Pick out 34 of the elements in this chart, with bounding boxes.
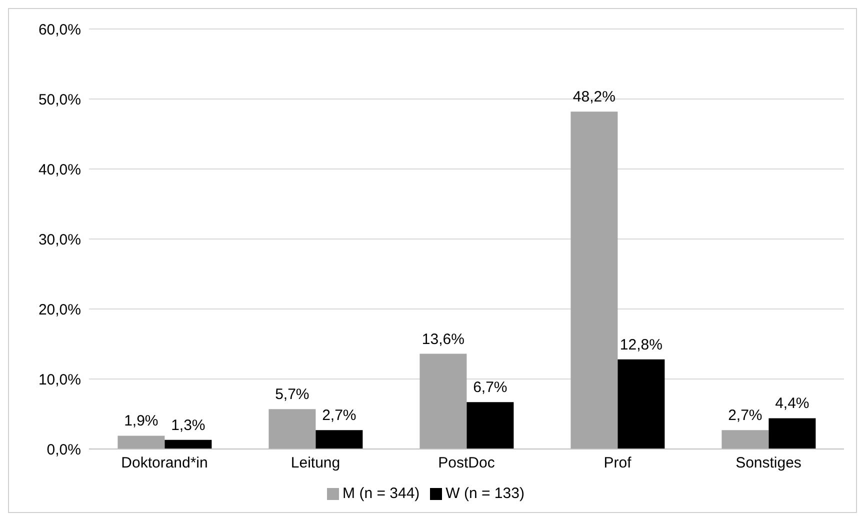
bar (268, 409, 316, 449)
bar (420, 354, 467, 449)
y-tick-label: 20,0% (38, 301, 81, 318)
bar (722, 430, 769, 449)
x-tick-label: Sonstiges (736, 454, 802, 472)
data-label: 5,7% (275, 386, 310, 404)
legend-label: W (n = 133) (446, 485, 524, 502)
data-label: 4,4% (775, 395, 810, 412)
y-tick-label: 30,0% (38, 231, 81, 248)
bar (570, 112, 618, 449)
y-tick-label: 10,0% (38, 371, 81, 388)
x-tick-label: Leitung (290, 454, 340, 472)
data-label: 1,9% (124, 412, 158, 430)
data-label: 6,7% (473, 379, 508, 396)
bar (164, 440, 212, 449)
bar (118, 436, 165, 449)
x-tick-label: PostDoc (438, 454, 496, 472)
data-label: 13,6% (422, 330, 464, 348)
x-tick-label: Doktorand*in (121, 454, 208, 472)
data-label: 2,7% (322, 407, 356, 424)
bar (618, 359, 665, 449)
x-tick-label: Prof (604, 454, 632, 472)
y-tick-label: 40,0% (38, 161, 81, 178)
data-label: 12,8% (620, 336, 662, 354)
data-label: 1,3% (171, 416, 206, 434)
y-tick-label: 50,0% (38, 91, 81, 108)
data-label: 2,7% (728, 407, 762, 424)
legend-label: M (n = 344) (342, 485, 420, 502)
bar (466, 402, 514, 449)
bar (316, 430, 363, 449)
y-tick-label: 0,0% (46, 441, 81, 458)
y-tick-label: 60,0% (38, 21, 81, 38)
data-label: 48,2% (572, 88, 616, 106)
bar (768, 418, 816, 449)
